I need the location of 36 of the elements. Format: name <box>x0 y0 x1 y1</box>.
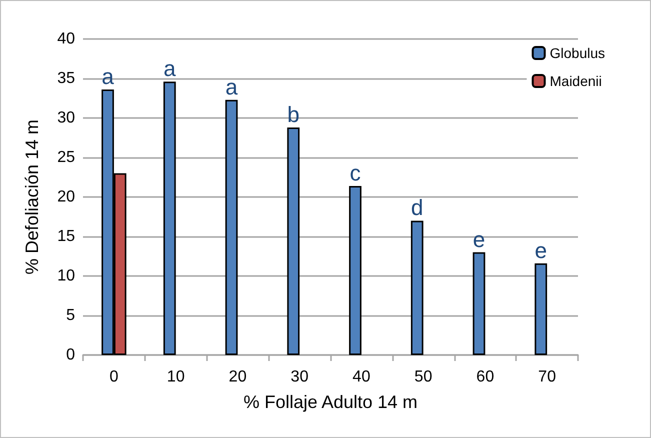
x-tick-label: 10 <box>166 368 185 386</box>
data-label: a <box>164 56 176 82</box>
y-tick-label: 40 <box>57 30 76 48</box>
x-tick-label: 60 <box>476 368 494 386</box>
y-tick-label: 0 <box>66 346 76 364</box>
data-label: b <box>287 102 300 127</box>
data-label: e <box>472 226 486 252</box>
y-tick-label: 30 <box>57 110 76 126</box>
y-tick-label: 15 <box>57 228 76 245</box>
x-tick-label: 30 <box>290 368 309 386</box>
y-tick-label: 5 <box>66 307 76 324</box>
bar <box>534 263 548 355</box>
x-tick-label: 70 <box>538 368 556 386</box>
y-tick-label: 20 <box>57 188 76 206</box>
bar <box>163 82 176 355</box>
data-label: a <box>102 64 115 90</box>
legend-label: Maidenii <box>550 73 602 89</box>
bar <box>349 186 362 355</box>
legend-label: Globulus <box>550 45 606 61</box>
data-label: d <box>411 195 424 220</box>
y-tick-label: 10 <box>57 268 76 284</box>
bar <box>410 220 424 355</box>
x-tick-label: 0 <box>109 368 118 386</box>
bar <box>472 252 486 355</box>
x-tick-label: 20 <box>228 368 247 386</box>
bar <box>225 100 238 355</box>
y-tick-label: 25 <box>57 149 76 166</box>
y-axis-title: % Defoliación 14 m <box>22 119 42 275</box>
y-tick-label: 35 <box>57 70 76 87</box>
data-label: e <box>534 238 547 263</box>
x-tick-label: 50 <box>414 368 432 386</box>
bar <box>287 127 300 355</box>
x-tick-label: 40 <box>352 368 370 386</box>
x-axis-title: % Follaje Adulto 14 m <box>243 392 418 412</box>
data-label: a <box>225 74 238 100</box>
data-label: c <box>350 160 361 186</box>
